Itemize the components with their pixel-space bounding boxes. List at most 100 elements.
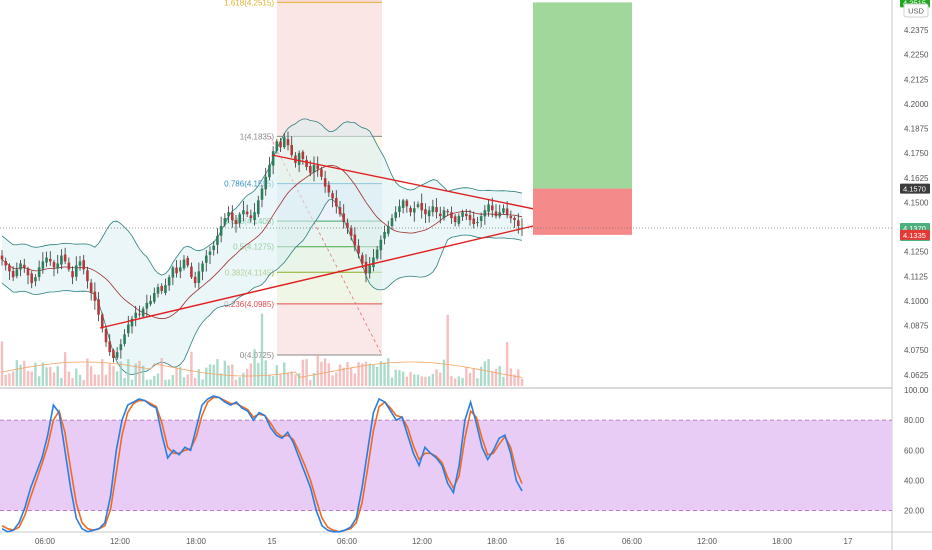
candle[interactable] xyxy=(138,305,141,318)
candle[interactable] xyxy=(201,260,204,281)
candle[interactable] xyxy=(297,150,301,173)
candle[interactable] xyxy=(290,136,294,158)
target-zone[interactable] xyxy=(533,2,632,189)
candle[interactable] xyxy=(457,213,461,227)
candle[interactable] xyxy=(119,339,123,359)
candle[interactable] xyxy=(60,249,63,270)
candle[interactable] xyxy=(279,137,282,152)
ascending-trendline[interactable] xyxy=(99,210,598,329)
candle[interactable] xyxy=(93,282,97,310)
candle[interactable] xyxy=(37,260,41,281)
candle[interactable] xyxy=(260,185,264,208)
candle[interactable] xyxy=(104,325,108,347)
candle[interactable] xyxy=(15,262,19,279)
candle[interactable] xyxy=(45,251,48,267)
candle[interactable] xyxy=(256,195,260,218)
candle[interactable] xyxy=(420,193,424,219)
candle[interactable] xyxy=(476,216,479,227)
candle[interactable] xyxy=(245,204,249,218)
currency-selector[interactable]: USD xyxy=(903,3,929,18)
candle[interactable] xyxy=(453,214,457,227)
candle[interactable] xyxy=(379,235,383,260)
candle[interactable] xyxy=(67,257,71,272)
candle[interactable] xyxy=(268,156,271,181)
candle[interactable] xyxy=(126,315,130,337)
candle[interactable] xyxy=(100,312,104,333)
candle[interactable] xyxy=(305,155,308,171)
candle[interactable] xyxy=(509,210,513,224)
candle[interactable] xyxy=(323,170,327,193)
candle[interactable] xyxy=(182,255,186,271)
candle[interactable] xyxy=(360,252,364,268)
candle[interactable] xyxy=(152,287,156,304)
candle[interactable] xyxy=(364,254,368,283)
candlestick-series[interactable] xyxy=(0,131,524,363)
candle[interactable] xyxy=(178,260,182,279)
candle[interactable] xyxy=(123,329,126,347)
candle[interactable] xyxy=(427,206,431,223)
candle[interactable] xyxy=(4,257,8,271)
candle[interactable] xyxy=(450,206,453,224)
candle[interactable] xyxy=(186,255,190,268)
candle[interactable] xyxy=(208,246,212,265)
candle[interactable] xyxy=(167,274,171,291)
candle[interactable] xyxy=(52,259,56,277)
candle[interactable] xyxy=(86,266,89,289)
candle[interactable] xyxy=(334,190,338,214)
candle[interactable] xyxy=(435,198,438,219)
candle[interactable] xyxy=(197,262,201,289)
candle[interactable] xyxy=(320,166,323,180)
candle[interactable] xyxy=(149,295,152,307)
candle[interactable] xyxy=(431,199,435,217)
candle[interactable] xyxy=(82,255,86,275)
candle[interactable] xyxy=(353,227,357,252)
candle[interactable] xyxy=(461,209,464,221)
candle[interactable] xyxy=(63,247,67,265)
candle[interactable] xyxy=(368,257,372,279)
candle[interactable] xyxy=(390,214,394,230)
candle[interactable] xyxy=(483,205,487,225)
candle[interactable] xyxy=(97,291,100,322)
candle[interactable] xyxy=(301,149,305,165)
candle[interactable] xyxy=(405,198,409,213)
candle[interactable] xyxy=(479,212,483,228)
candle[interactable] xyxy=(171,265,175,286)
candle[interactable] xyxy=(464,208,468,221)
candle[interactable] xyxy=(78,255,82,271)
candle[interactable] xyxy=(230,205,234,228)
candle[interactable] xyxy=(327,181,331,197)
candle[interactable] xyxy=(442,206,446,221)
candle[interactable] xyxy=(115,347,119,360)
candle[interactable] xyxy=(375,246,379,261)
candle[interactable] xyxy=(19,260,22,277)
candle[interactable] xyxy=(175,260,178,278)
candle[interactable] xyxy=(71,266,74,285)
candle[interactable] xyxy=(316,156,320,177)
candle[interactable] xyxy=(223,213,227,227)
candle[interactable] xyxy=(275,139,279,154)
candle[interactable] xyxy=(372,248,375,272)
candle[interactable] xyxy=(74,256,78,281)
candle[interactable] xyxy=(494,204,498,219)
candle[interactable] xyxy=(30,270,34,289)
candle[interactable] xyxy=(282,133,286,149)
candle[interactable] xyxy=(264,168,268,196)
candle[interactable] xyxy=(401,198,405,214)
candle[interactable] xyxy=(487,198,490,217)
candle[interactable] xyxy=(204,250,208,272)
candle[interactable] xyxy=(212,240,216,256)
candle[interactable] xyxy=(22,258,26,273)
candle[interactable] xyxy=(424,203,427,223)
candle[interactable] xyxy=(498,204,502,219)
candle[interactable] xyxy=(26,266,30,285)
candle[interactable] xyxy=(41,252,45,274)
candle[interactable] xyxy=(8,263,11,280)
candle[interactable] xyxy=(331,190,334,208)
candle[interactable] xyxy=(130,315,134,334)
candle[interactable] xyxy=(34,274,37,287)
candle[interactable] xyxy=(502,204,505,215)
candle[interactable] xyxy=(386,220,390,237)
candle[interactable] xyxy=(238,212,242,228)
candle[interactable] xyxy=(446,208,450,216)
candle[interactable] xyxy=(383,225,386,245)
